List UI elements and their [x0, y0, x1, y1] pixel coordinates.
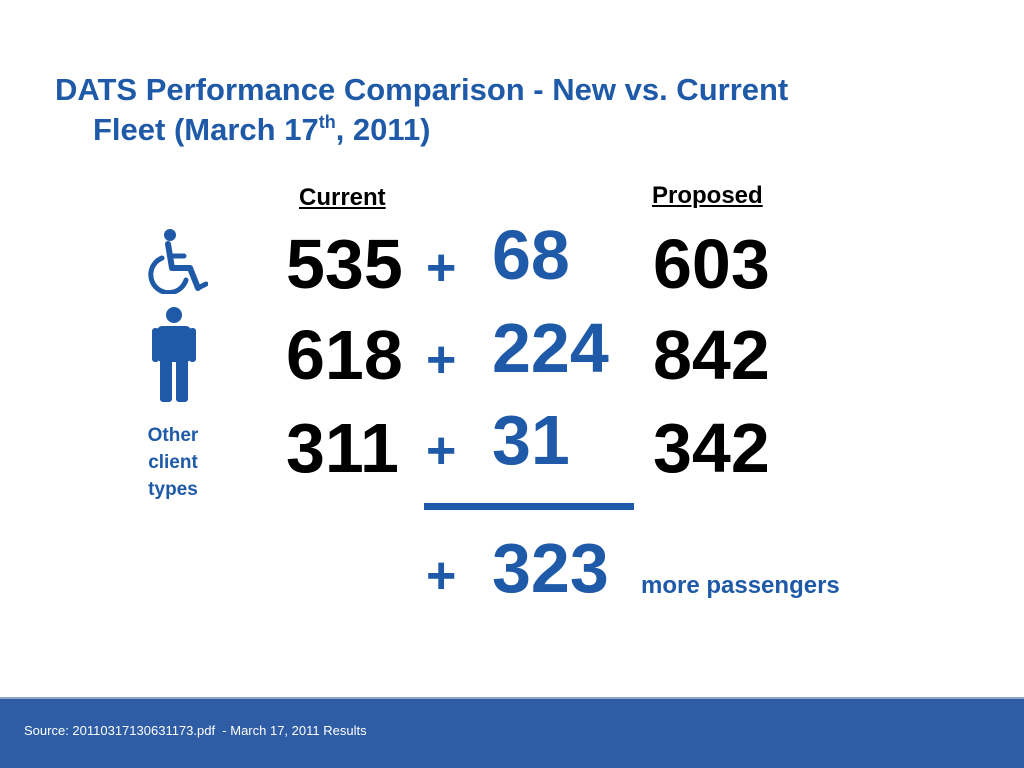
current-value-ambulatory: 618 — [286, 316, 403, 394]
proposed-value-wheelchair: 603 — [653, 225, 770, 303]
added-value-other: 31 — [492, 401, 570, 479]
plus-sign: + — [426, 239, 457, 297]
other-client-types-label: Other client types — [147, 425, 199, 500]
title-line-2-text: Fleet (March 17 — [93, 112, 319, 147]
total-added-value: 323 — [492, 529, 609, 607]
current-value-other: 311 — [286, 409, 399, 487]
total-plus-sign: + — [426, 547, 457, 605]
title-superscript: th — [318, 112, 336, 132]
title-line-2: Fleet (March 17th, 2011) — [55, 110, 955, 150]
column-header-proposed: Proposed — [652, 182, 763, 209]
footer-bar: Source: 20110317130631173.pdf - March 17… — [0, 697, 1024, 768]
column-header-current: Current — [299, 184, 386, 211]
proposed-value-ambulatory: 842 — [653, 316, 770, 394]
total-caption: more passengers — [641, 572, 840, 599]
title-line-2-end: , 2011) — [335, 112, 431, 147]
proposed-value-other: 342 — [653, 409, 770, 487]
sum-divider-line — [424, 503, 634, 510]
current-value-wheelchair: 535 — [286, 225, 403, 303]
plus-sign: + — [426, 331, 457, 389]
slide-title: DATS Performance Comparison - New vs. Cu… — [55, 70, 955, 150]
plus-sign: + — [426, 422, 457, 480]
added-value-ambulatory: 224 — [492, 309, 609, 387]
source-note: Source: 20110317130631173.pdf - March 17… — [24, 723, 367, 738]
title-line-1: DATS Performance Comparison - New vs. Cu… — [55, 72, 789, 107]
added-value-wheelchair: 68 — [492, 216, 570, 294]
wheelchair-icon — [148, 229, 208, 294]
person-icon — [152, 307, 196, 402]
